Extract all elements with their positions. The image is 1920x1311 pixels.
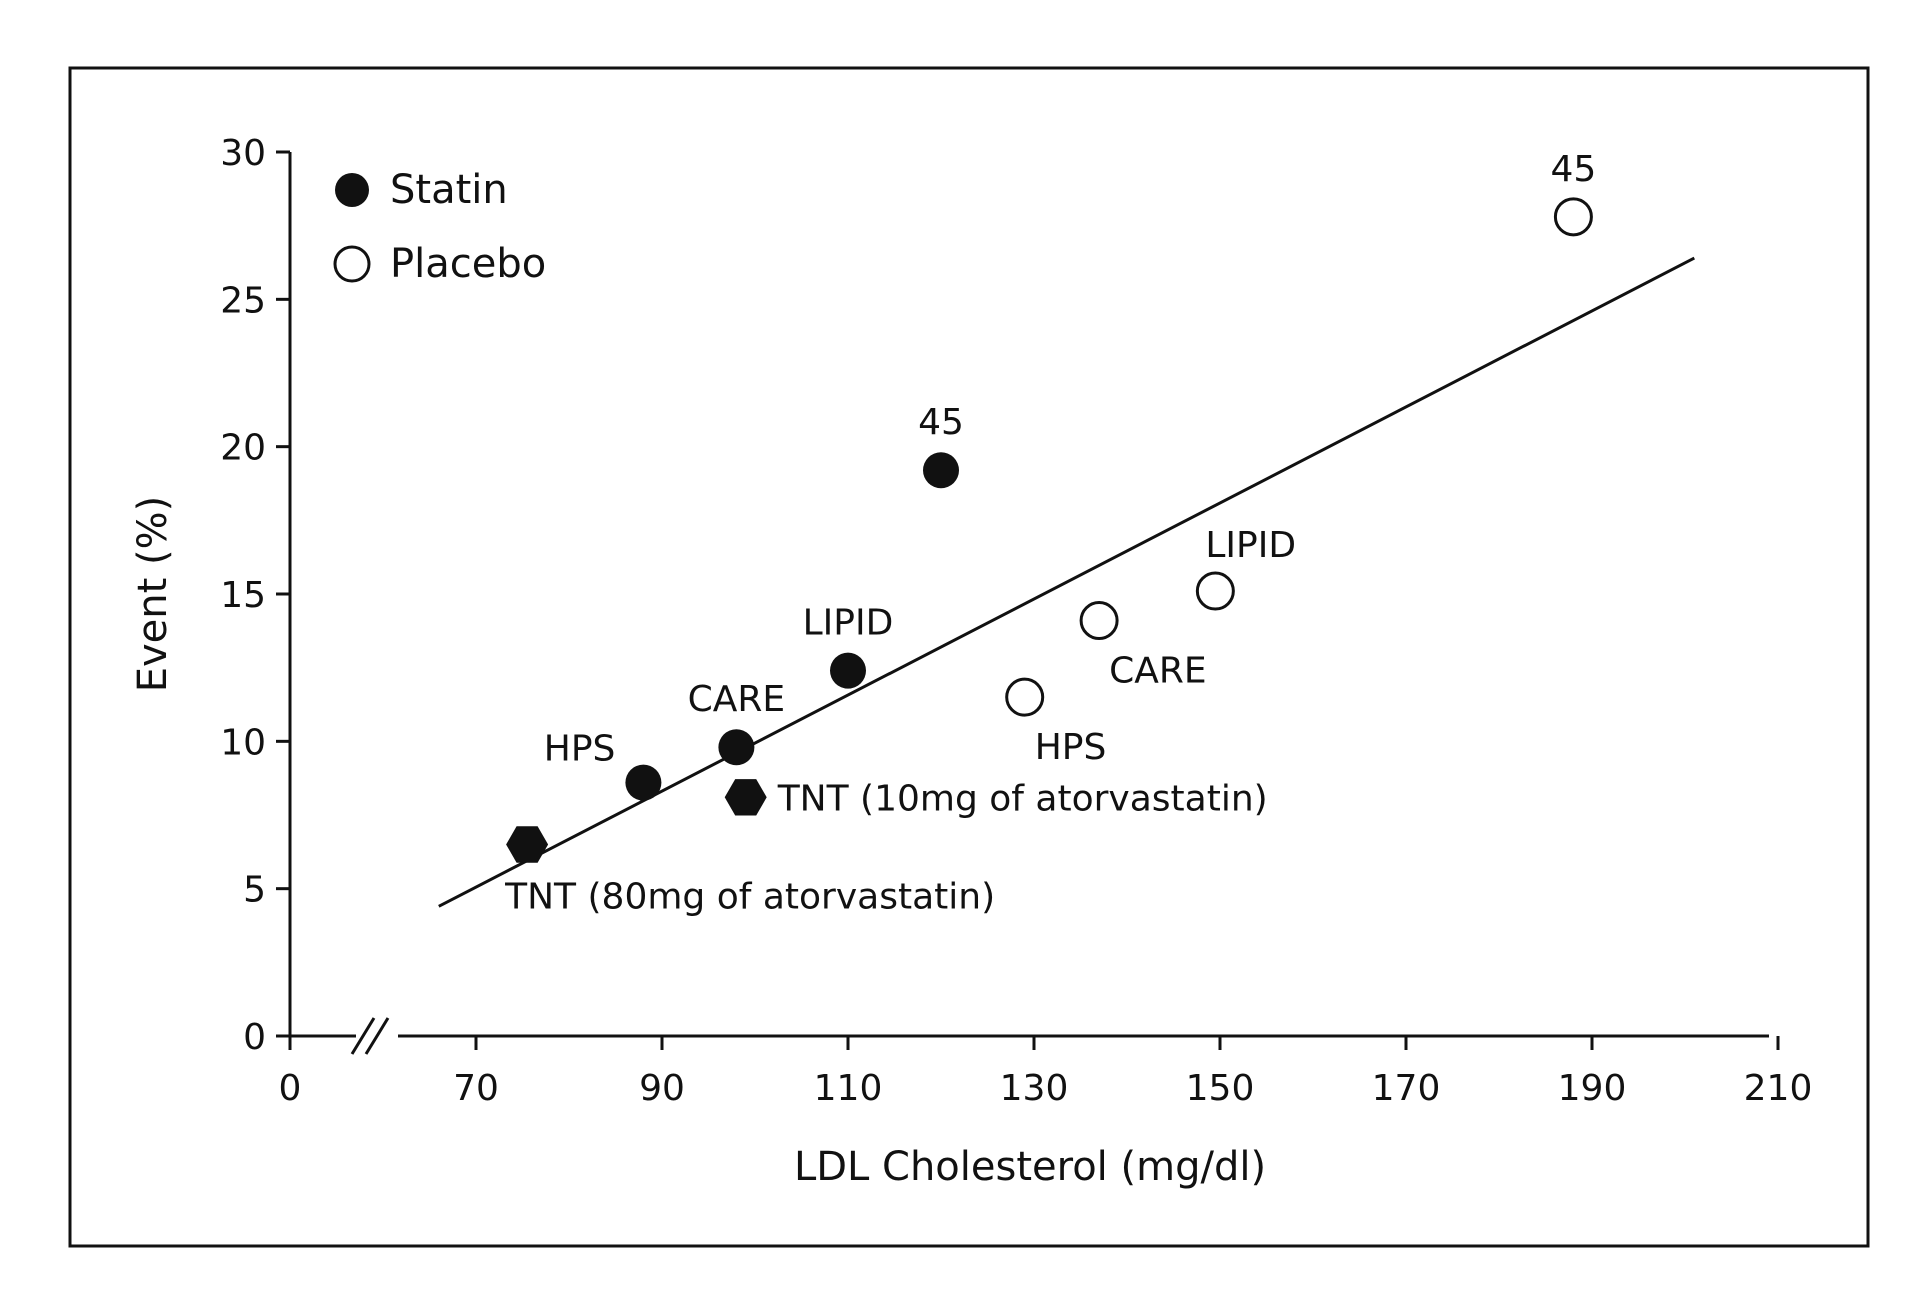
placebo-label-hps: HPS [1035, 727, 1107, 768]
statin-label-care: CARE [688, 679, 786, 720]
statin-label-hps: HPS [544, 729, 616, 770]
x-tick-label-130: 130 [1000, 1068, 1069, 1109]
tnt-label-tnt-80mg-of-atorvastatin: TNT (80mg of atorvastatin) [504, 876, 995, 917]
axis-ticks: 0 70 90 110 130 150 170 190 210 0 5 10 15 20 25 30 [220, 133, 1812, 1109]
tnt-point-tnt-10mg-of-atorvastatin [724, 779, 767, 816]
y-tick-label-15: 15 [220, 575, 266, 616]
y-axis-title: Event (%) [130, 496, 176, 693]
tnt-point-tnt-80mg-of-atorvastatin [506, 826, 549, 863]
x-tick-label-0: 0 [279, 1068, 302, 1109]
statin-point-45 [923, 452, 959, 489]
y-tick-label-10: 10 [220, 722, 266, 763]
x-tick-label-70: 70 [453, 1068, 499, 1109]
y-tick-label-5: 5 [243, 870, 266, 911]
statin-point-hps [625, 764, 662, 801]
x-tick-label-150: 150 [1186, 1068, 1255, 1109]
placebo-point-lipid [1195, 571, 1235, 611]
placebo-point-hps [1005, 677, 1045, 717]
legend-placebo-label: Placebo [390, 241, 546, 287]
placebo-label-lipid: LIPID [1205, 525, 1296, 566]
placebo-label-care: CARE [1109, 651, 1207, 692]
x-tick-label-110: 110 [814, 1068, 883, 1109]
legend-statin-marker-icon [335, 173, 369, 207]
y-tick-label-20: 20 [220, 428, 266, 469]
y-tick-label-25: 25 [220, 280, 266, 321]
x-tick-label-210: 210 [1744, 1068, 1813, 1109]
y-tick-label-30: 30 [220, 133, 266, 174]
legend: Statin Placebo [333, 167, 546, 287]
placebo-point-care [1079, 601, 1119, 641]
x-tick-label-190: 190 [1558, 1068, 1627, 1109]
y-tick-label-0: 0 [243, 1017, 266, 1058]
statin-point-care [718, 729, 755, 766]
x-tick-label-170: 170 [1372, 1068, 1441, 1109]
legend-placebo-marker-icon [333, 245, 371, 283]
legend-statin-label: Statin [390, 167, 508, 213]
placebo-label-45: 45 [1550, 149, 1596, 190]
statin-point-lipid [830, 652, 866, 689]
tnt-label-tnt-10mg-of-atorvastatin: TNT (10mg of atorvastatin) [777, 778, 1268, 819]
x-tick-label-90: 90 [639, 1068, 685, 1109]
statin-label-45: 45 [918, 402, 964, 443]
placebo-point-45 [1553, 197, 1593, 237]
x-axis-break-icon [350, 1017, 390, 1055]
data-points [506, 197, 1593, 863]
statin-label-lipid: LIPID [803, 603, 894, 644]
x-axis-title: LDL Cholesterol (mg/dl) [794, 1144, 1266, 1190]
